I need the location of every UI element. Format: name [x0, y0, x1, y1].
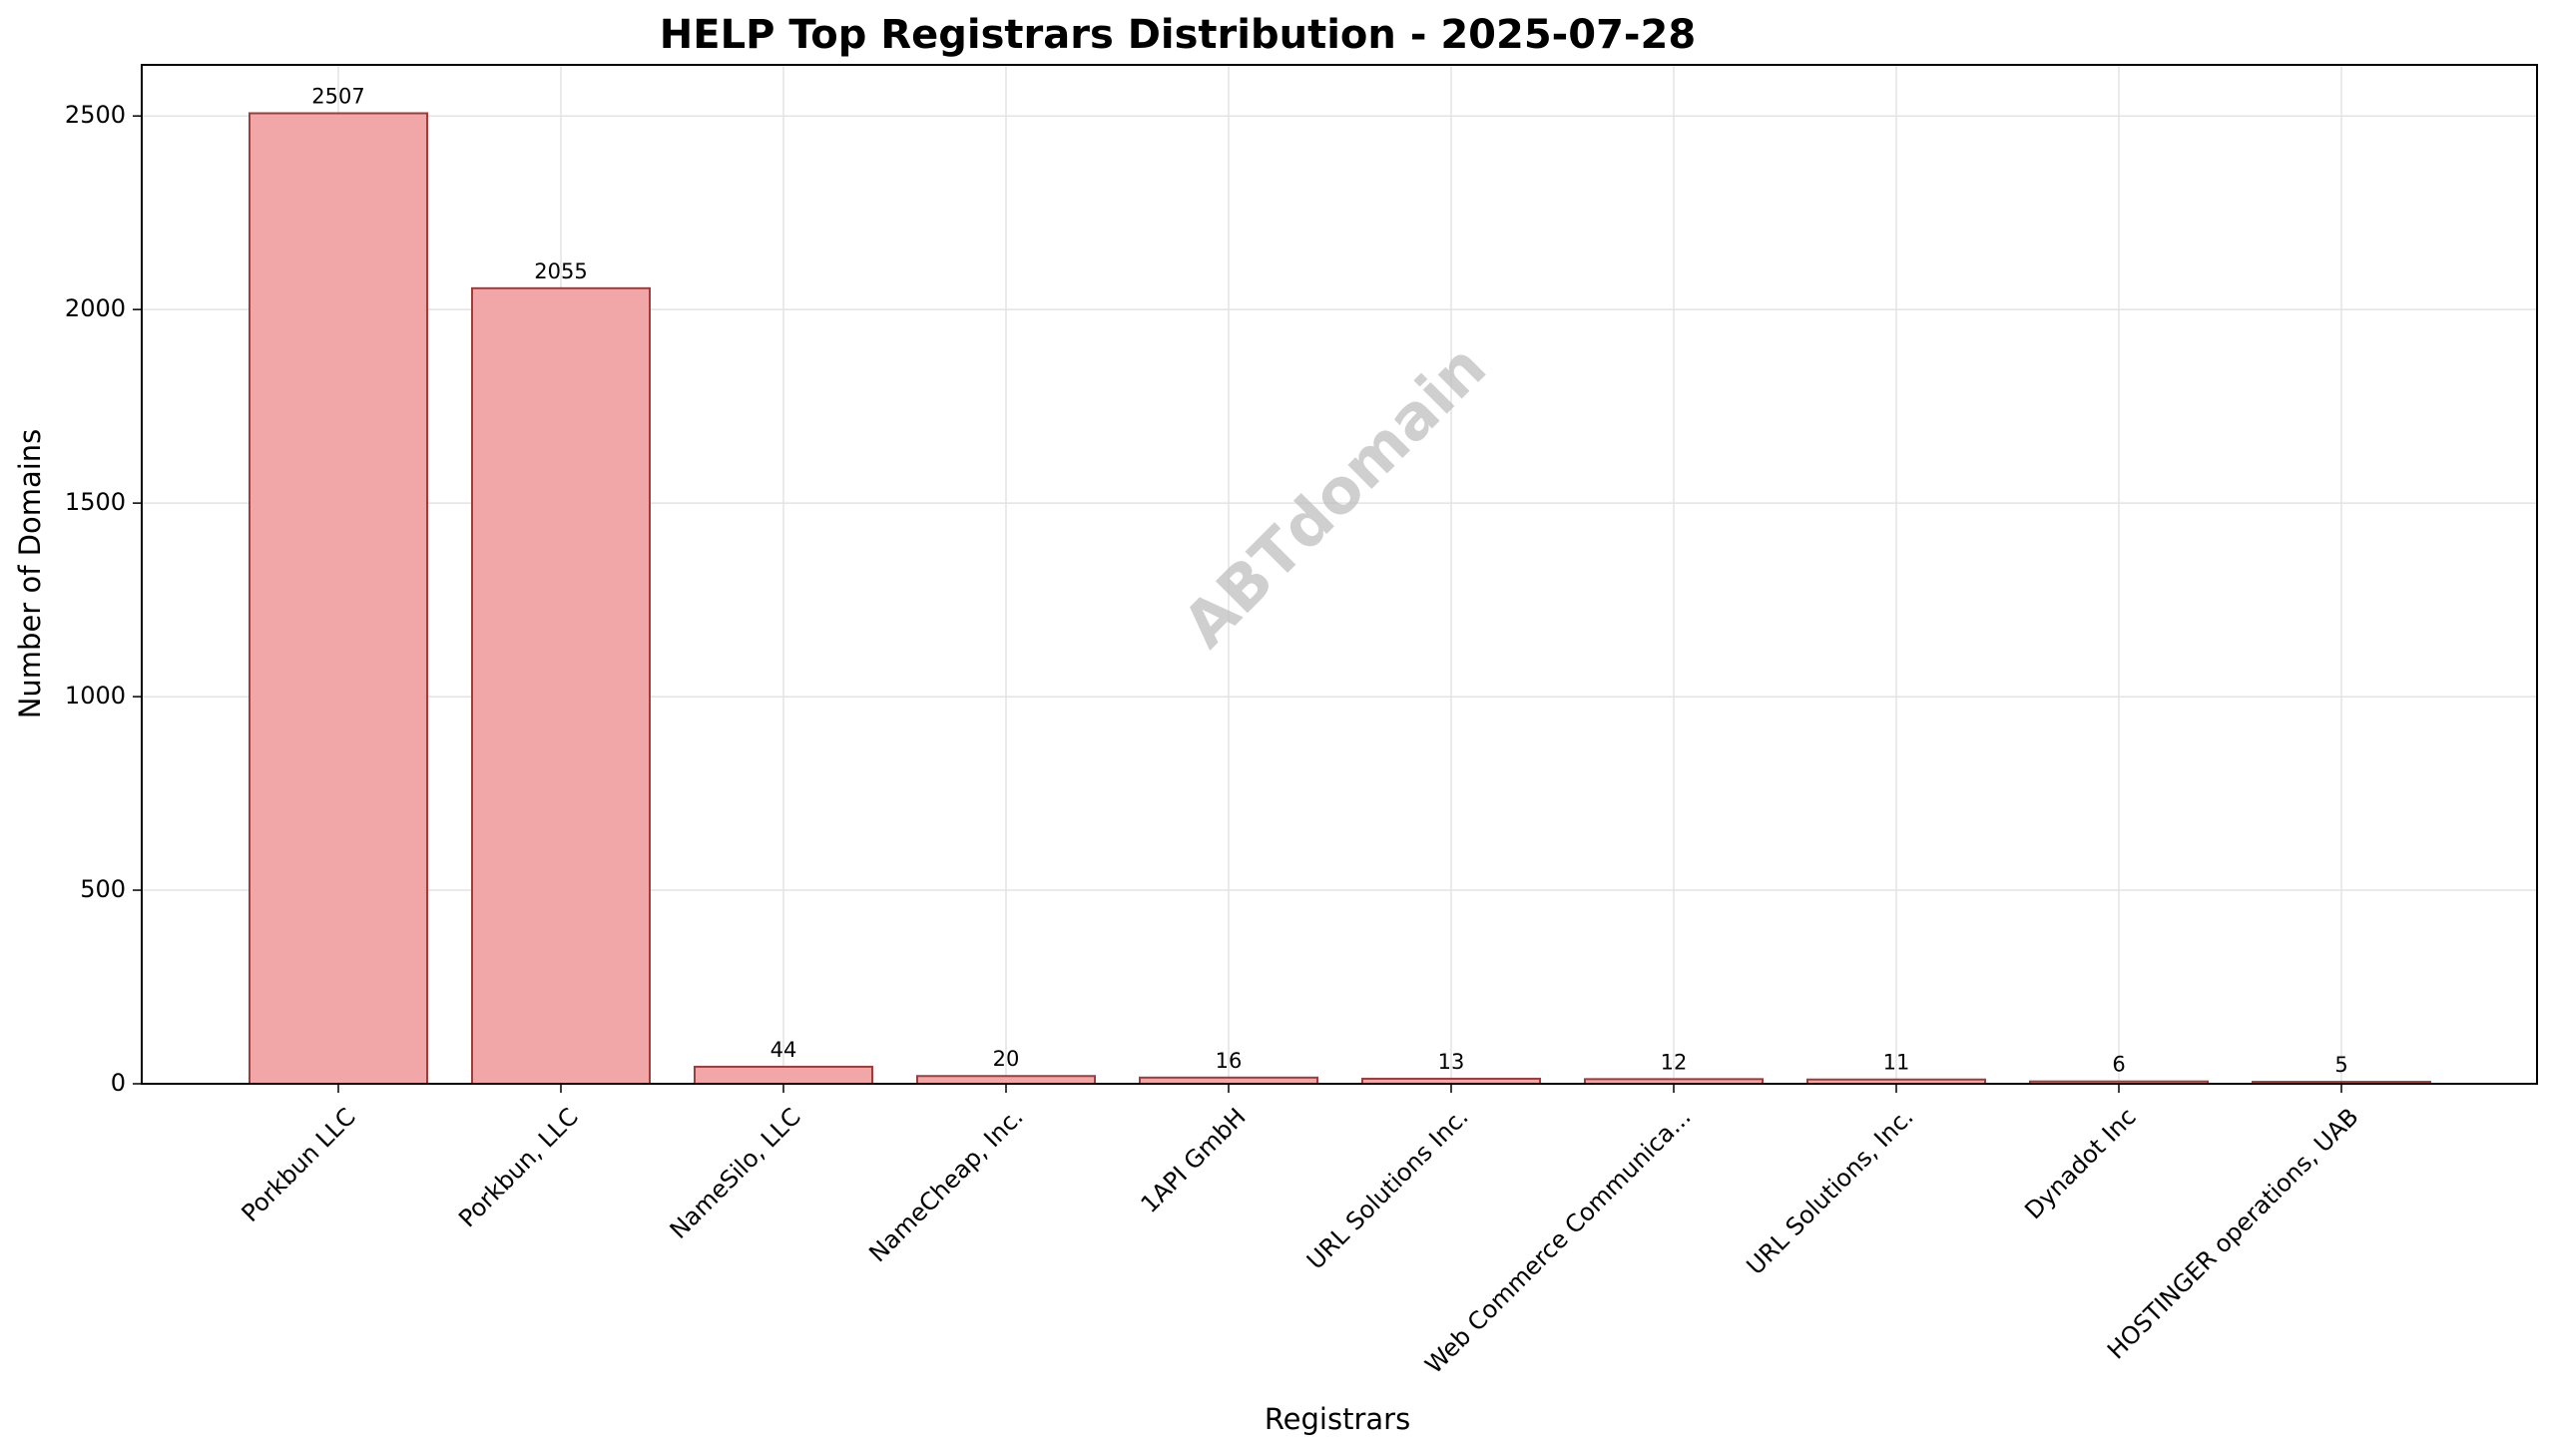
bar — [694, 1065, 873, 1086]
bar-value-label: 2055 — [534, 259, 587, 283]
y-tick-label: 2000 — [65, 294, 126, 322]
chart-title: HELP Top Registrars Distribution - 2025-… — [660, 12, 1696, 58]
bar-value-label: 16 — [1216, 1049, 1243, 1073]
bars — [249, 112, 2431, 1086]
plot-frame — [141, 64, 2538, 1085]
y-axis-label: Number of Domains — [13, 429, 47, 720]
bar — [471, 286, 651, 1085]
y-tick-label: 2500 — [65, 101, 126, 129]
bar — [916, 1075, 1096, 1086]
y-axis-ticks: 0 500 1000 1500 2000 2500 — [65, 101, 142, 1097]
bar-value-label: 44 — [770, 1038, 797, 1062]
bar — [249, 112, 428, 1085]
y-tick-label: 500 — [80, 875, 126, 903]
bar-value-label: 11 — [1883, 1051, 1910, 1075]
bar-value-label: 12 — [1661, 1050, 1688, 1074]
bar-value-label: 2507 — [311, 84, 364, 108]
bar-value-label: 6 — [2112, 1053, 2125, 1077]
bar-value-label: 13 — [1438, 1050, 1465, 1074]
y-tick-label: 1000 — [65, 682, 126, 710]
y-tick-label: 0 — [111, 1069, 126, 1097]
bar-value-label: 20 — [993, 1047, 1020, 1071]
data-labels: 2507 2055 44 20 16 13 12 11 6 5 — [311, 84, 2347, 1077]
y-tick-label: 1500 — [65, 488, 126, 516]
bar-value-label: 5 — [2334, 1053, 2347, 1077]
x-axis-label: Registrars — [1265, 1402, 1410, 1436]
